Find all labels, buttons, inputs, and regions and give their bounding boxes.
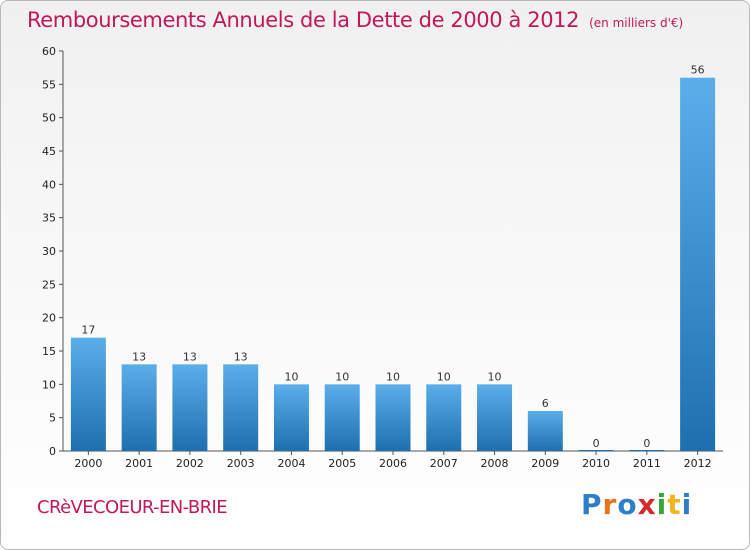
commune-name: CRèVECOEUR-EN-BRIE bbox=[37, 497, 228, 518]
y-tick-label: 35 bbox=[42, 212, 56, 225]
bar bbox=[70, 337, 106, 451]
y-tick-label: 45 bbox=[42, 145, 56, 158]
bar-value-label: 56 bbox=[691, 64, 705, 77]
chart-title-text: Remboursements Annuels de la Dette de 20… bbox=[27, 8, 580, 32]
bar bbox=[426, 384, 462, 451]
y-tick-label: 5 bbox=[49, 412, 56, 425]
bar bbox=[375, 384, 411, 451]
bar-value-label: 17 bbox=[81, 324, 95, 337]
bar-value-label: 10 bbox=[437, 370, 451, 383]
bar-value-label: 13 bbox=[234, 350, 248, 363]
y-tick-label: 40 bbox=[42, 178, 56, 191]
bar-value-label: 10 bbox=[488, 370, 502, 383]
x-tick-label: 2000 bbox=[74, 457, 102, 470]
x-tick-label: 2001 bbox=[125, 457, 153, 470]
bar bbox=[172, 364, 208, 451]
x-tick-label: 2003 bbox=[227, 457, 255, 470]
x-tick-label: 2008 bbox=[481, 457, 509, 470]
bar bbox=[324, 384, 360, 451]
chart-title: Remboursements Annuels de la Dette de 20… bbox=[27, 8, 683, 32]
logo-letter: i bbox=[656, 488, 668, 521]
x-tick-label: 2005 bbox=[328, 457, 356, 470]
logo-letter: o bbox=[617, 488, 638, 521]
y-tick-label: 50 bbox=[42, 112, 56, 125]
y-tick-label: 55 bbox=[42, 78, 56, 91]
y-tick-label: 15 bbox=[42, 345, 56, 358]
x-tick-label: 2006 bbox=[379, 457, 407, 470]
bar-value-label: 13 bbox=[183, 350, 197, 363]
y-tick-label: 25 bbox=[42, 278, 56, 291]
proxiti-logo: Proxiti bbox=[581, 488, 692, 521]
bars: 17 13 13 13 10 10 10 10 10 6 0 0 56 bbox=[70, 64, 716, 452]
bar bbox=[680, 77, 716, 452]
x-tick-label: 2007 bbox=[430, 457, 458, 470]
bar bbox=[121, 364, 157, 451]
bar bbox=[223, 364, 259, 451]
y-tick-label: 10 bbox=[42, 378, 56, 391]
bar bbox=[527, 411, 563, 451]
bar-value-label: 0 bbox=[643, 437, 650, 450]
chart-unit: (en milliers d'€) bbox=[589, 16, 684, 30]
x-tick-label: 2009 bbox=[531, 457, 559, 470]
x-tick-label: 2010 bbox=[582, 457, 610, 470]
bar-value-label: 10 bbox=[335, 370, 349, 383]
bar-value-label: 6 bbox=[542, 397, 549, 410]
y-tick-label: 0 bbox=[49, 445, 56, 458]
bar-value-label: 10 bbox=[284, 370, 298, 383]
y-tick-label: 60 bbox=[42, 45, 56, 58]
y-tick-label: 30 bbox=[42, 245, 56, 258]
bar bbox=[273, 384, 309, 451]
x-tick-label: 2011 bbox=[633, 457, 661, 470]
y-tick-label: 20 bbox=[42, 312, 56, 325]
logo-letter: i bbox=[681, 488, 693, 521]
logo-letter: r bbox=[602, 488, 618, 521]
bar bbox=[477, 384, 513, 451]
x-tick-label: 2002 bbox=[176, 457, 204, 470]
bar-value-label: 10 bbox=[386, 370, 400, 383]
x-tick-label: 2004 bbox=[277, 457, 305, 470]
bar-value-label: 13 bbox=[132, 350, 146, 363]
logo-letter: P bbox=[581, 488, 603, 521]
logo-letter: t bbox=[667, 488, 682, 521]
logo-letter: x bbox=[637, 488, 657, 521]
x-tick-label: 2012 bbox=[684, 457, 712, 470]
bar-value-label: 0 bbox=[593, 437, 600, 450]
